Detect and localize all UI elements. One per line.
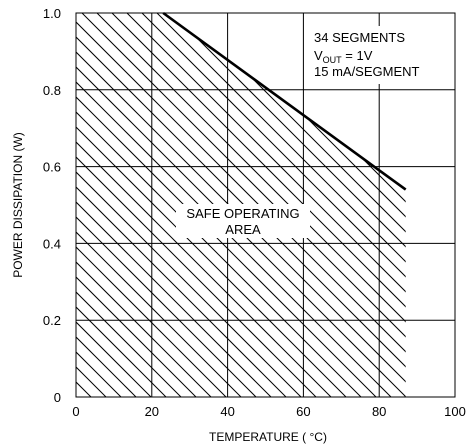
region-label-box: [176, 204, 310, 238]
y-tick-label: 0: [54, 390, 61, 405]
annotation-line-3: 15 mA/SEGMENT: [314, 64, 420, 79]
annotation-line-2: VOUT = 1V: [314, 48, 373, 65]
hatch-line: [171, 13, 406, 397]
x-tick-label: 60: [296, 404, 310, 419]
hatch-line: [76, 13, 257, 397]
hatch-line: [76, 13, 212, 397]
x-tick-label: 100: [444, 404, 466, 419]
region-label-line-1: SAFE OPERATING: [186, 206, 299, 221]
hatch-line: [76, 13, 152, 397]
hatch-line: [76, 13, 287, 397]
x-tick-label: 40: [220, 404, 234, 419]
hatch-line: [76, 13, 302, 397]
hatch-line: [156, 13, 406, 397]
hatch-line: [126, 13, 406, 397]
annotation-line-1: 34 SEGMENTS: [314, 30, 405, 45]
hatch-line: [76, 13, 347, 397]
x-axis-label: TEMPERATURE ( °C): [209, 430, 327, 444]
x-axis-ticks: 0 20 40 60 80 100: [72, 404, 465, 419]
hatch-line: [76, 13, 332, 397]
hatch-line: [76, 13, 317, 397]
hatch-line: [76, 13, 242, 397]
x-tick-label: 80: [372, 404, 386, 419]
hatch-line: [457, 13, 468, 397]
annotation-line-2-suffix: = 1V: [342, 48, 373, 63]
hatch-line: [76, 13, 227, 397]
region-label-line-2: AREA: [225, 222, 261, 237]
y-tick-label: 0.4: [43, 236, 61, 251]
series-line: [162, 11, 407, 191]
y-axis-ticks: 0 0.2 0.4 0.6 0.8 1.0: [43, 6, 61, 405]
annotation-box: [308, 26, 444, 84]
x-tick-label: 0: [72, 404, 79, 419]
hatch-line: [141, 13, 406, 397]
y-axis-label: POWER DISSIPATION (W): [11, 132, 25, 278]
hatch-line: [76, 13, 167, 397]
hatch-line: [76, 13, 197, 397]
hatch-line: [76, 13, 362, 397]
y-tick-label: 0.2: [43, 313, 61, 328]
hatch-line: [76, 13, 272, 397]
y-tick-label: 0.8: [43, 83, 61, 98]
x-tick-label: 20: [145, 404, 159, 419]
annotation-line-2-prefix: V: [314, 48, 323, 63]
hatch-line: [76, 13, 182, 397]
y-tick-label: 0.6: [43, 160, 61, 175]
annotation-line-2-sub: OUT: [323, 55, 343, 65]
y-tick-label: 1.0: [43, 6, 61, 21]
plot-frame: [75, 12, 456, 398]
